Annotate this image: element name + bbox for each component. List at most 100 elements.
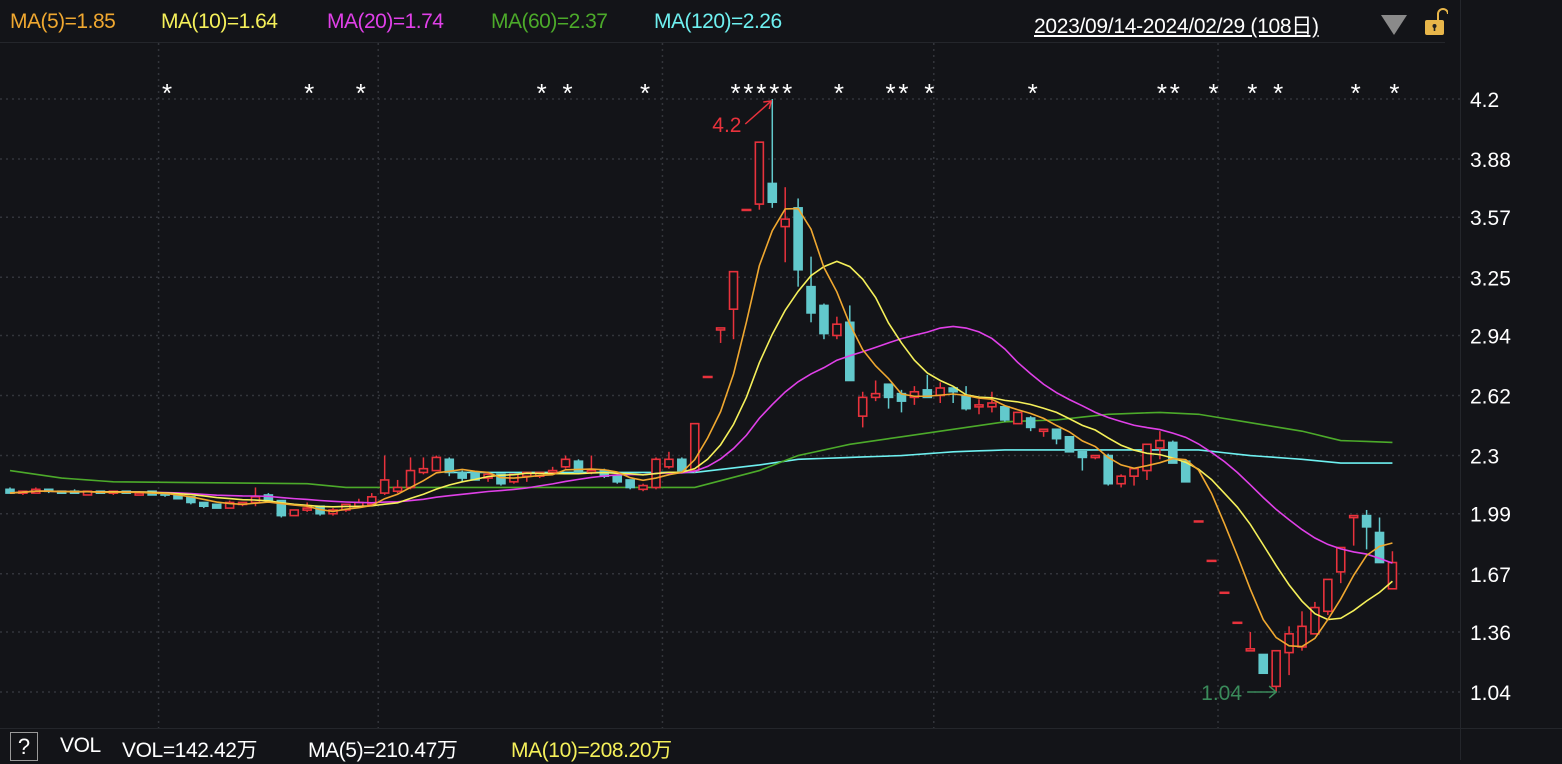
candle-body[interactable] bbox=[1077, 450, 1088, 459]
candle-body[interactable] bbox=[560, 458, 571, 468]
triangle-down-icon[interactable] bbox=[1381, 15, 1407, 35]
candle-body[interactable] bbox=[547, 469, 558, 474]
candle-body[interactable] bbox=[664, 458, 674, 468]
candle-body[interactable] bbox=[1310, 606, 1320, 635]
y-tick-label: 3.88 bbox=[1470, 149, 1511, 172]
candle-body[interactable] bbox=[922, 389, 933, 399]
candle-body[interactable] bbox=[1012, 411, 1023, 425]
candle-body[interactable] bbox=[1168, 441, 1178, 464]
candle-body[interactable] bbox=[806, 285, 816, 314]
event-marker: * bbox=[640, 78, 650, 108]
candle-body[interactable] bbox=[289, 509, 300, 517]
candle-body bbox=[1219, 591, 1230, 595]
candle-body[interactable] bbox=[638, 484, 648, 491]
candle-body[interactable] bbox=[1000, 405, 1010, 421]
candle-body[interactable] bbox=[276, 499, 287, 517]
event-marker: * bbox=[562, 78, 572, 108]
vol-indicator-label[interactable]: VOL bbox=[60, 734, 101, 757]
candle-body[interactable] bbox=[302, 507, 312, 511]
help-button[interactable]: ? bbox=[10, 732, 38, 761]
candle-body[interactable] bbox=[1258, 653, 1269, 675]
event-marker: * bbox=[356, 78, 366, 108]
ma120-legend: MA(120)=2.26 bbox=[654, 10, 782, 33]
candle-body[interactable] bbox=[199, 501, 209, 508]
candle-body[interactable] bbox=[1271, 649, 1281, 688]
candle-body bbox=[1232, 621, 1243, 625]
candle-body[interactable] bbox=[496, 473, 506, 485]
candle-body[interactable] bbox=[1323, 578, 1333, 613]
candle-body[interactable] bbox=[909, 390, 920, 399]
candle-body[interactable] bbox=[379, 479, 390, 494]
candle-body[interactable] bbox=[767, 182, 778, 204]
candle-body[interactable] bbox=[612, 475, 623, 483]
candle-body[interactable] bbox=[224, 501, 235, 509]
candle-body[interactable] bbox=[1180, 460, 1191, 483]
candle-body[interactable] bbox=[1116, 475, 1126, 485]
event-marker: * bbox=[304, 78, 314, 108]
candle-body[interactable] bbox=[1038, 428, 1049, 433]
candle-body[interactable] bbox=[625, 479, 635, 489]
candle-body[interactable] bbox=[1155, 439, 1165, 449]
candle-body[interactable] bbox=[1025, 417, 1036, 429]
candle-body[interactable] bbox=[793, 207, 803, 271]
candle-body[interactable] bbox=[405, 469, 416, 489]
candle-body[interactable] bbox=[883, 383, 894, 399]
candle-body[interactable] bbox=[961, 394, 971, 410]
candle-body[interactable] bbox=[754, 141, 765, 205]
candle-body[interactable] bbox=[677, 458, 687, 472]
candle-body[interactable] bbox=[392, 486, 403, 493]
arrow-right-icon bbox=[744, 100, 773, 125]
candle-body[interactable] bbox=[1103, 454, 1113, 485]
high-price-label: 4.2 bbox=[712, 114, 741, 137]
candle-body[interactable] bbox=[987, 402, 997, 408]
candle-body[interactable] bbox=[1387, 561, 1398, 590]
y-tick-label: 2.62 bbox=[1470, 386, 1511, 409]
candle-body[interactable] bbox=[832, 323, 842, 337]
candle-body[interactable] bbox=[819, 304, 829, 335]
candle-body bbox=[741, 208, 752, 212]
candle-body[interactable] bbox=[1245, 648, 1256, 652]
candle-body[interactable] bbox=[974, 404, 984, 408]
ma-legend-bar: MA(5)=1.85 MA(10)=1.64 MA(20)=1.74 MA(60… bbox=[0, 0, 1448, 43]
candle-body[interactable] bbox=[870, 392, 881, 399]
candle-body[interactable] bbox=[715, 327, 726, 331]
candle-body[interactable] bbox=[457, 471, 468, 479]
candle-body[interactable] bbox=[444, 458, 455, 474]
event-marker: * bbox=[1389, 78, 1399, 108]
candle-body[interactable] bbox=[573, 460, 584, 474]
candle-body bbox=[702, 375, 713, 379]
candle-body[interactable] bbox=[780, 218, 791, 228]
vol-ma10: MA(10)=208.20万 bbox=[511, 739, 672, 762]
volume-legend-bar: ? VOL VOL=142.42万 MA(5)=210.47万 MA(10)=2… bbox=[0, 728, 1562, 762]
candle-body[interactable] bbox=[134, 492, 144, 496]
candle-body bbox=[1193, 520, 1204, 523]
event-marker: * bbox=[924, 78, 934, 108]
candle-body[interactable] bbox=[1335, 546, 1346, 573]
candle-body[interactable] bbox=[1064, 435, 1075, 453]
event-marker: * bbox=[1028, 78, 1038, 108]
y-tick-label: 3.57 bbox=[1470, 207, 1511, 230]
candle-body[interactable] bbox=[1348, 514, 1359, 519]
candle-body[interactable] bbox=[1090, 454, 1101, 459]
candle-body[interactable] bbox=[366, 496, 377, 506]
candle-body[interactable] bbox=[1051, 428, 1062, 440]
candle-body[interactable] bbox=[1361, 514, 1372, 528]
candle-body[interactable] bbox=[728, 270, 739, 310]
candle-body[interactable] bbox=[857, 396, 868, 417]
candle-body[interactable] bbox=[431, 456, 442, 472]
date-range-selector[interactable]: 2023/09/14-2024/02/29 (108日) bbox=[1034, 15, 1319, 38]
candlestick-chart[interactable]: 4.2 3.88 3.57 3.25 2.94 2.62 2.3 1.99 1.67 1.36 1.… bbox=[0, 0, 1562, 728]
vol-ma5: MA(5)=210.47万 bbox=[308, 739, 458, 762]
event-marker: * bbox=[537, 78, 547, 108]
candle-body[interactable] bbox=[1142, 443, 1152, 472]
event-marker: * bbox=[782, 78, 792, 108]
event-marker: * bbox=[769, 78, 779, 108]
low-price-label: 1.04 bbox=[1201, 682, 1242, 705]
candle-body[interactable] bbox=[1374, 531, 1385, 564]
candle-body[interactable] bbox=[211, 503, 222, 509]
event-marker: * bbox=[1247, 78, 1257, 108]
candle-body[interactable] bbox=[418, 467, 429, 474]
unlocked-padlock-icon[interactable] bbox=[1424, 8, 1448, 36]
candle-body[interactable] bbox=[1129, 467, 1139, 477]
y-tick-label: 1.04 bbox=[1470, 682, 1511, 705]
